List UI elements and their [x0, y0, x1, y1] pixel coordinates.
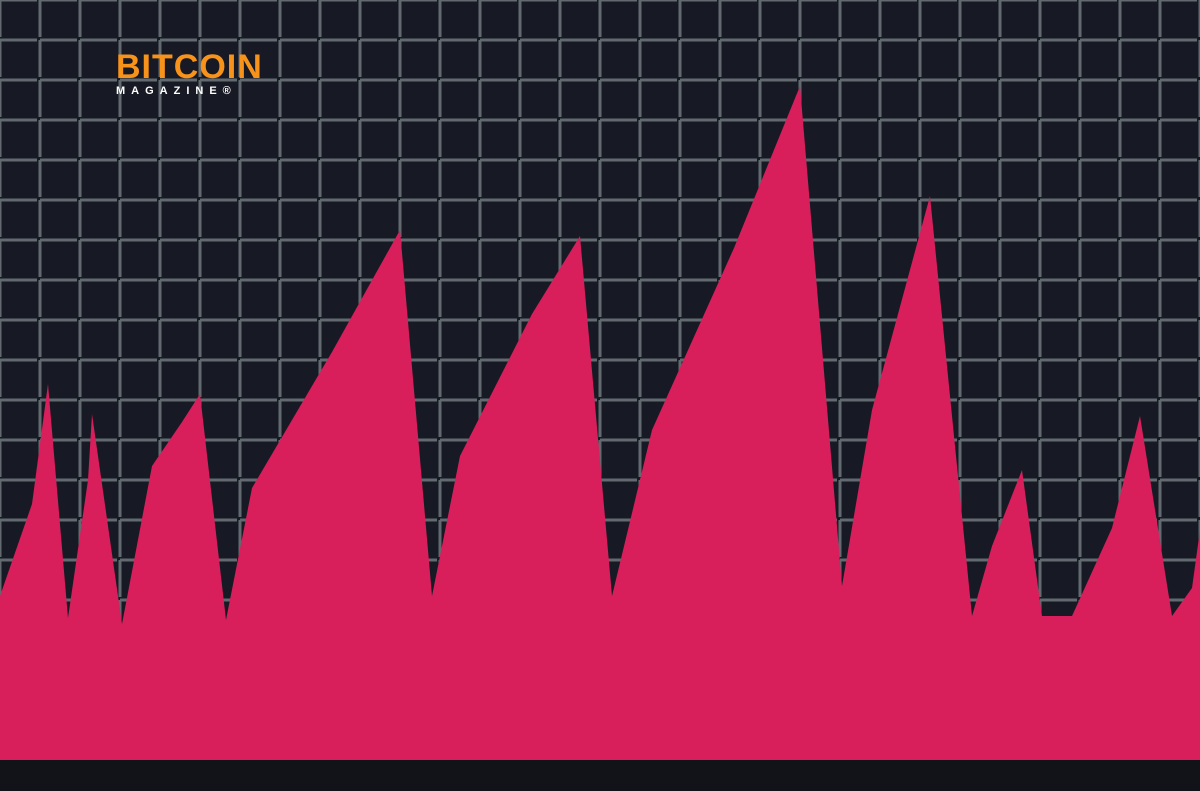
logo-text: BITCOIN MAGAZINE® [116, 50, 263, 97]
logo-mark-icon [62, 52, 106, 96]
logo-subtitle: MAGAZINE® [116, 86, 263, 97]
brand-logo: BITCOIN MAGAZINE® [62, 50, 263, 97]
chart-stage: BITCOIN MAGAZINE® [0, 0, 1200, 791]
logo-title: BITCOIN [116, 50, 263, 84]
chart-svg [0, 0, 1200, 791]
